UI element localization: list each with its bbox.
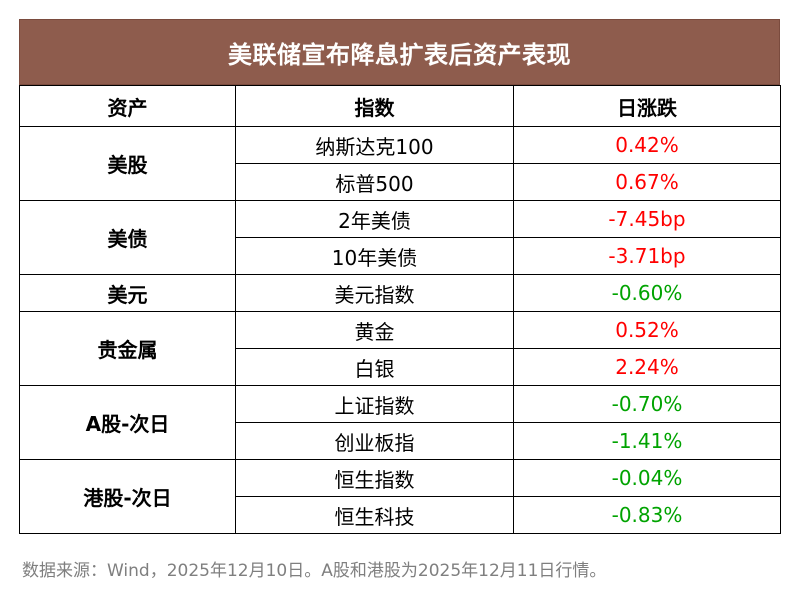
change-cell: 2.24% xyxy=(513,348,781,386)
table-row: 贵金属 黄金 0.52% xyxy=(19,311,781,386)
change-cell: -0.04% xyxy=(513,459,781,497)
change-cell: 0.42% xyxy=(513,126,781,164)
index-cell: 2年美债 xyxy=(235,200,514,238)
asset-cell: 贵金属 xyxy=(19,311,236,386)
asset-cell: 美元 xyxy=(19,274,236,312)
asset-cell: 美股 xyxy=(19,126,236,201)
index-cell: 恒生科技 xyxy=(235,496,514,534)
change-cell: -0.60% xyxy=(513,274,781,312)
data-grid: 资产 指数 日涨跌 美股 纳斯达克100 0.42% 标普500 0.67% 美债 2年美债… xyxy=(19,85,781,534)
index-cell: 恒生指数 xyxy=(235,459,514,497)
index-cell: 10年美债 xyxy=(235,237,514,275)
change-cell: -0.70% xyxy=(513,385,781,423)
change-cell: 0.67% xyxy=(513,163,781,201)
header-index: 指数 xyxy=(235,85,514,127)
index-cell: 纳斯达克100 xyxy=(235,126,514,164)
index-cell: 白银 xyxy=(235,348,514,386)
header-change: 日涨跌 xyxy=(513,85,781,127)
table-row: 港股-次日 恒生指数 -0.04% xyxy=(19,459,781,534)
table-row: 恒生科技 -0.83% xyxy=(20,496,781,534)
table-title: 美联储宣布降息扩表后资产表现 xyxy=(19,19,780,85)
index-cell: 创业板指 xyxy=(235,422,514,460)
change-cell: -0.83% xyxy=(513,496,781,534)
table-row: A股-次日 上证指数 -0.70% xyxy=(19,385,781,460)
table-row: 美元 美元指数 -0.60% xyxy=(19,274,781,312)
source-note: 数据来源：Wind，2025年12月10日。A股和港股为2025年12月11日行… xyxy=(22,561,607,581)
table-row: 标普500 0.67% xyxy=(20,163,781,201)
header-asset: 资产 xyxy=(19,85,236,127)
asset-cell: 美债 xyxy=(19,200,236,275)
change-cell: -7.45bp xyxy=(513,200,781,238)
change-cell: 0.52% xyxy=(513,311,781,349)
index-cell: 美元指数 xyxy=(235,274,514,312)
table-body: 美股 纳斯达克100 0.42% 标普500 0.67% 美债 2年美债 -7.45bp 10年… xyxy=(19,126,781,534)
asset-cell: 港股-次日 xyxy=(19,459,236,534)
asset-performance-table: 美联储宣布降息扩表后资产表现 资产 指数 日涨跌 美股 纳斯达克100 0.42% 标… xyxy=(19,19,781,534)
change-cell: -3.71bp xyxy=(513,237,781,275)
index-cell: 上证指数 xyxy=(235,385,514,423)
asset-cell: A股-次日 xyxy=(19,385,236,460)
index-cell: 标普500 xyxy=(235,163,514,201)
index-cell: 黄金 xyxy=(235,311,514,349)
table-row: 美债 2年美债 -7.45bp xyxy=(19,200,781,275)
header-row: 资产 指数 日涨跌 xyxy=(19,85,781,127)
change-cell: -1.41% xyxy=(513,422,781,460)
table-row: 美股 纳斯达克100 0.42% xyxy=(19,126,781,201)
